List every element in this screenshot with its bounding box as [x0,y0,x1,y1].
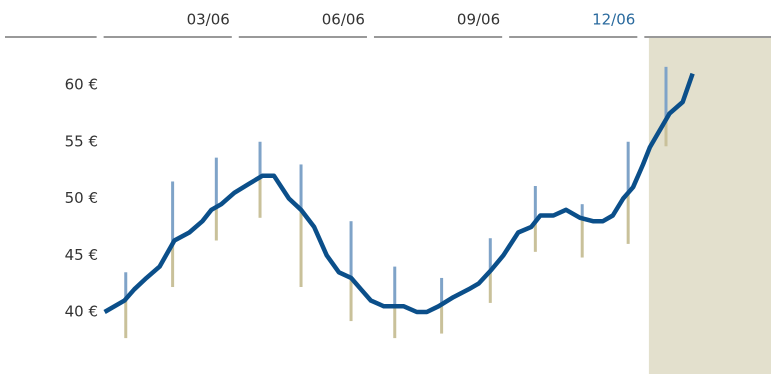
x-tick-label: 06/06 [322,11,365,29]
price-line [103,72,695,315]
y-tick-label: 60 € [65,76,98,94]
x-tick-label: 09/06 [457,11,500,29]
y-tick-label: 50 € [65,189,98,207]
y-tick-label: 40 € [65,303,98,321]
forecast-band [648,38,771,374]
y-tick-label: 45 € [65,246,98,264]
y-tick-label: 55 € [65,132,98,150]
x-tick-label: 12/06 [592,11,635,29]
x-tick-label: 03/06 [187,11,230,29]
